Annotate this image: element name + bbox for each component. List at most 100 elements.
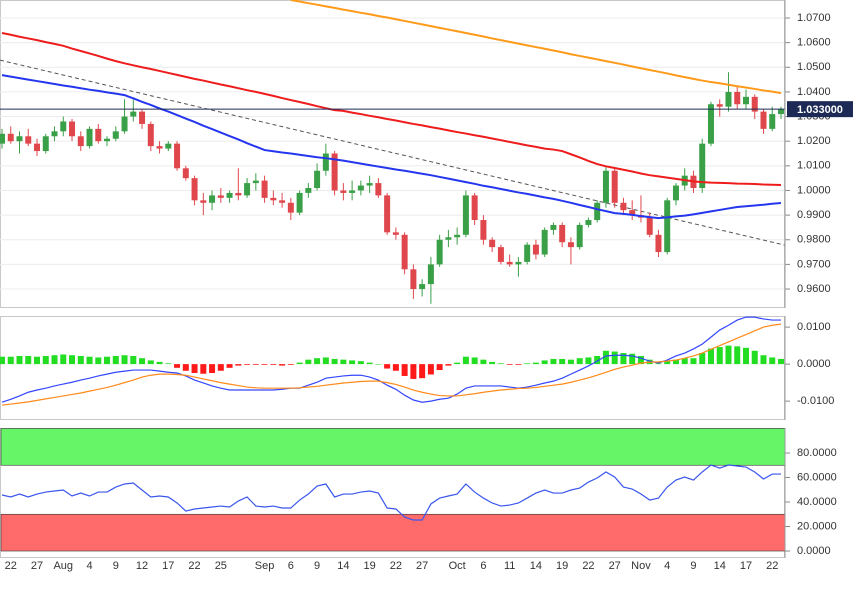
histogram-bar [7, 356, 14, 365]
macd-line [1, 323, 782, 406]
histogram-bar [147, 360, 154, 365]
histogram-bar [707, 348, 714, 365]
histogram-bar [655, 363, 662, 365]
histogram-bar [95, 357, 102, 365]
candle-body [436, 239, 443, 265]
moving-average [1, 32, 782, 187]
histogram-bar [559, 358, 566, 365]
histogram-bar [742, 347, 749, 365]
y-tick-label: 0.0100 [797, 321, 831, 333]
rsi-band [0, 513, 786, 552]
x-tick-label: 12 [136, 560, 148, 572]
histogram-bar [427, 364, 434, 375]
y-tick-label: 0.9800 [797, 234, 831, 246]
x-tick-label: Nov [631, 560, 651, 572]
moving-average [1, 74, 782, 220]
histogram-bar [410, 364, 417, 379]
y-tick-label: 20.0000 [797, 520, 837, 532]
x-tick-label: 22 [5, 560, 17, 572]
histogram-bar [462, 356, 469, 365]
y-tick-label: 1.0200 [797, 135, 831, 147]
x-tick-label: 27 [416, 560, 428, 572]
y-tick-label: 1.0500 [797, 61, 831, 73]
candle-body [532, 244, 539, 255]
histogram-bar [69, 355, 76, 365]
candle-body [261, 180, 268, 198]
y-tick-label: -0.0100 [797, 395, 834, 407]
candle-body [646, 217, 653, 235]
x-tick-label: 17 [162, 560, 174, 572]
histogram-bar [585, 357, 592, 365]
x-tick-label: 14 [530, 560, 542, 572]
histogram-bar [305, 359, 312, 365]
candle-body [392, 232, 399, 235]
candle-body [7, 133, 14, 142]
candle-body [305, 188, 312, 193]
trend-line [0, 59, 786, 246]
candle-body [410, 269, 417, 290]
histogram-bar [672, 359, 679, 365]
candle-body [524, 244, 531, 262]
histogram-bar [165, 363, 172, 365]
histogram-bar [16, 355, 23, 365]
candle-body [769, 114, 776, 129]
histogram-bar [139, 358, 146, 365]
candle-body [506, 261, 513, 265]
histogram-bar [620, 353, 627, 365]
histogram-bar [751, 350, 758, 365]
candle-body [489, 239, 496, 248]
histogram-bar [699, 353, 706, 365]
candle-body [270, 197, 277, 201]
histogram-bar [77, 355, 84, 365]
histogram-bar [550, 358, 557, 365]
candle-body [279, 200, 286, 203]
y-tick-label: 1.0400 [797, 86, 831, 98]
candle-body [322, 153, 329, 171]
y-tick-label: 1.0700 [797, 12, 831, 24]
candle-body [147, 123, 154, 147]
histogram-bar [217, 364, 224, 371]
histogram-bar [209, 364, 216, 373]
histogram-bar [34, 356, 41, 365]
histogram-bar [191, 364, 198, 373]
candle-body [139, 111, 146, 124]
histogram-bar [401, 364, 408, 376]
candle-body [252, 180, 259, 184]
histogram-bar [436, 364, 443, 371]
x-tick-label: 22 [582, 560, 594, 572]
histogram-bar [384, 364, 391, 369]
x-tick-label: 14 [714, 560, 726, 572]
histogram-bar [524, 363, 531, 365]
candle-body [655, 234, 662, 253]
x-tick-label: 4 [86, 560, 92, 572]
candle-body [200, 200, 207, 203]
x-tick-label: 9 [113, 560, 119, 572]
y-tick-label: 0.0000 [797, 545, 831, 557]
candle-body [174, 143, 181, 169]
histogram-bar [716, 347, 723, 365]
y-tick-label: 0.9700 [797, 258, 831, 270]
candle-body [567, 242, 574, 248]
histogram-bar [366, 362, 373, 365]
histogram-bar [51, 355, 58, 365]
candle-body [541, 229, 548, 255]
x-tick-label: 17 [740, 560, 752, 572]
candle-body [235, 192, 242, 196]
candle-body [725, 91, 732, 107]
candle-body [751, 96, 758, 112]
histogram-bar [489, 361, 496, 365]
candle-body [69, 121, 76, 137]
histogram-bar [322, 357, 329, 365]
candle-body [480, 220, 487, 240]
histogram-bar [725, 345, 732, 365]
y-tick-label: 1.0600 [797, 37, 831, 49]
candle-body [515, 261, 522, 265]
histogram-bar [497, 363, 504, 365]
histogram-bar [244, 364, 251, 365]
x-tick-label: 19 [363, 560, 375, 572]
histogram-bar [270, 364, 277, 365]
histogram-bar [349, 360, 356, 365]
candle-body [165, 143, 172, 149]
histogram-bar [287, 364, 294, 365]
candle-body [742, 96, 749, 105]
